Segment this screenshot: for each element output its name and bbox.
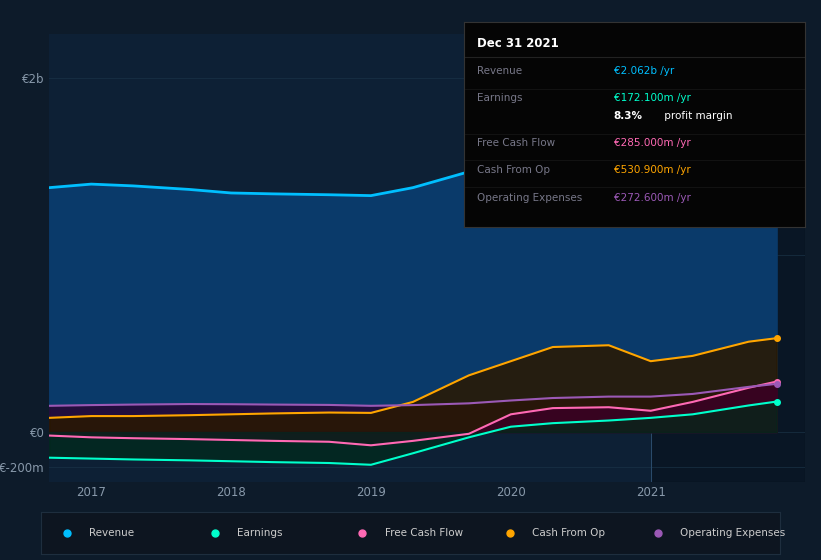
Text: €285.000m /yr: €285.000m /yr bbox=[614, 138, 690, 148]
Text: 8.3%: 8.3% bbox=[614, 111, 643, 122]
Text: Free Cash Flow: Free Cash Flow bbox=[385, 529, 463, 538]
Text: Earnings: Earnings bbox=[237, 529, 282, 538]
Text: Free Cash Flow: Free Cash Flow bbox=[478, 138, 556, 148]
Text: Operating Expenses: Operating Expenses bbox=[681, 529, 786, 538]
Text: €2.062b /yr: €2.062b /yr bbox=[614, 67, 674, 77]
Text: Revenue: Revenue bbox=[89, 529, 134, 538]
Text: Dec 31 2021: Dec 31 2021 bbox=[478, 37, 559, 50]
Text: profit margin: profit margin bbox=[662, 111, 733, 122]
Bar bbox=[651, 34, 805, 482]
Text: €530.900m /yr: €530.900m /yr bbox=[614, 165, 690, 175]
Text: €172.100m /yr: €172.100m /yr bbox=[614, 93, 690, 103]
Text: Operating Expenses: Operating Expenses bbox=[478, 193, 583, 203]
Text: €272.600m /yr: €272.600m /yr bbox=[614, 193, 690, 203]
Text: Revenue: Revenue bbox=[478, 67, 523, 77]
Text: Cash From Op: Cash From Op bbox=[533, 529, 605, 538]
Text: Cash From Op: Cash From Op bbox=[478, 165, 551, 175]
Text: Earnings: Earnings bbox=[478, 93, 523, 103]
